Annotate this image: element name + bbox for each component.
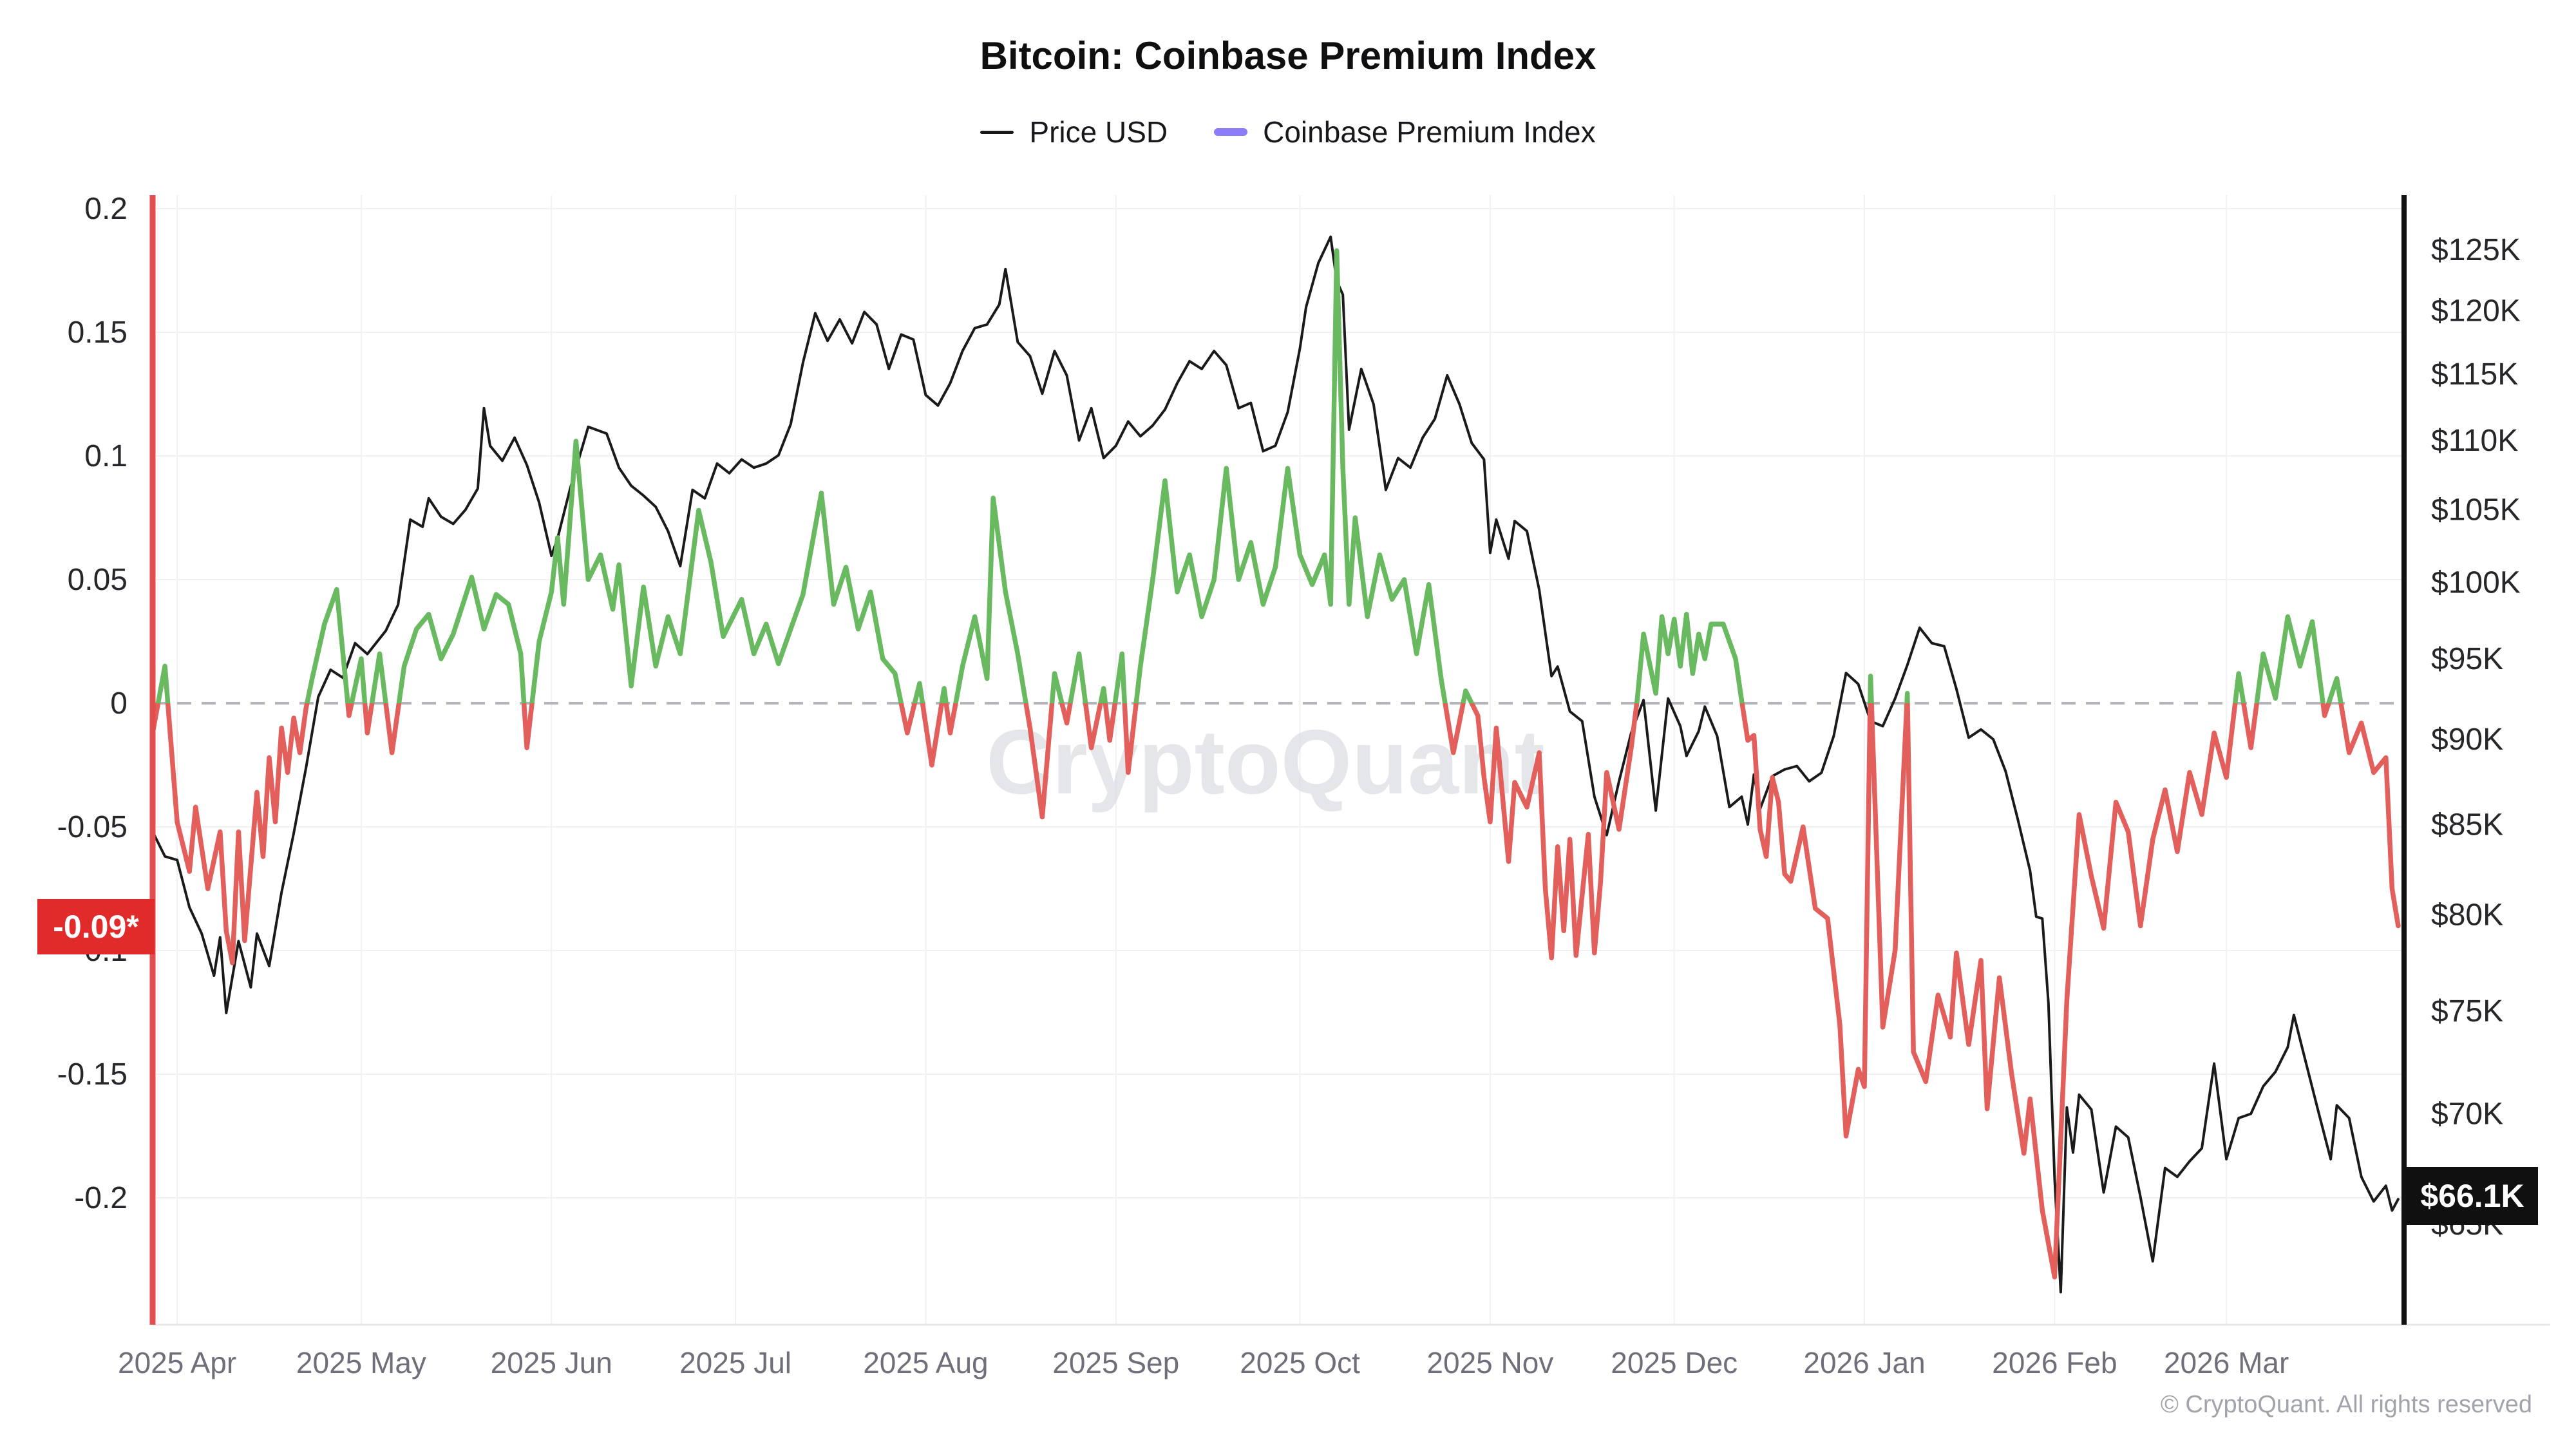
y-right-tick-label: $95K [2431,642,2503,676]
x-axis-label: 2025 Apr [118,1346,236,1379]
x-axis-label: 2025 Nov [1426,1346,1553,1379]
page-title: Bitcoin: Coinbase Premium Index [980,34,1596,77]
x-axis-label: 2025 Aug [863,1346,988,1379]
right-axis-tick-labels: $125K $120K $115K $110K $105K $100K $95K $90K $8… [2431,233,2521,1242]
x-axis-label: 2025 Oct [1240,1346,1360,1379]
premium-current-value: -0.09* [53,909,139,945]
legend-label-price: Price USD [1029,115,1168,149]
x-axis-label: 2025 Sep [1052,1346,1179,1379]
vertical-gridlines [176,195,2228,1325]
x-axis-label: 2025 Jun [491,1346,612,1379]
y-right-tick-label: $90K [2431,723,2503,757]
x-axis-label: 2026 Jan [1803,1346,1925,1379]
x-axis-month-labels: 2025 Apr 2025 May 2025 Jun 2025 Jul 2025 Aug… [118,1346,2289,1379]
x-axis-label: 2025 Jul [679,1346,791,1379]
price-line [151,235,2400,1294]
y-right-tick-label: $115K [2431,357,2518,392]
y-right-tick-label: $70K [2431,1097,2503,1131]
y-left-tick-label: -0.15 [57,1057,128,1092]
y-right-tick-label: $125K [2431,233,2521,267]
y-right-tick-label: $80K [2431,898,2503,933]
legend-item-price[interactable]: Price USD [980,115,1168,149]
y-left-tick-label: 0.05 [68,563,128,597]
premium-line-positive [155,248,2344,703]
left-axis-tick-labels: 0.20.150.10.050-0.05-0.1-0.15-0.2 [57,192,128,1215]
y-left-tick-label: -0.2 [74,1181,128,1215]
y-left-tick-label: -0.05 [57,810,128,844]
y-left-tick-label: 0.1 [84,439,128,473]
x-axis-label: 2026 Mar [2164,1346,2289,1379]
chart-legend: Price USD Coinbase Premium Index [0,115,2576,149]
horizontal-gridlines [153,208,2404,1198]
x-axis-label: 2025 May [296,1346,426,1379]
x-axis-label: 2025 Dec [1611,1346,1738,1379]
y-right-tick-label: $85K [2431,808,2503,842]
y-right-tick-label: $120K [2431,294,2521,328]
y-right-tick-label: $100K [2431,565,2521,600]
y-left-tick-label: 0.15 [68,316,128,350]
legend-item-premium[interactable]: Coinbase Premium Index [1214,115,1596,149]
premium-current-badge: -0.09* [37,899,155,954]
price-current-badge: $66.1K [2407,1167,2538,1225]
premium-line-negative [150,703,2401,1280]
cryptoquant-watermark: CryptoQuant [986,711,1545,813]
y-right-tick-label: $105K [2431,493,2521,527]
legend-label-premium: Coinbase Premium Index [1263,115,1596,149]
copyright-notice: © CryptoQuant. All rights reserved [2160,1391,2532,1418]
price-line-swatch-icon [980,130,1014,134]
series-lines [150,235,2401,1294]
price-current-value: $66.1K [2420,1178,2524,1214]
x-axis-label: 2026 Feb [1992,1346,2117,1379]
y-right-tick-label: $75K [2431,994,2503,1028]
y-left-tick-label: 0 [110,687,128,721]
y-left-tick-label: 0.2 [84,192,128,226]
premium-line-swatch-icon [1214,128,1248,136]
y-right-tick-label: $110K [2431,424,2518,458]
